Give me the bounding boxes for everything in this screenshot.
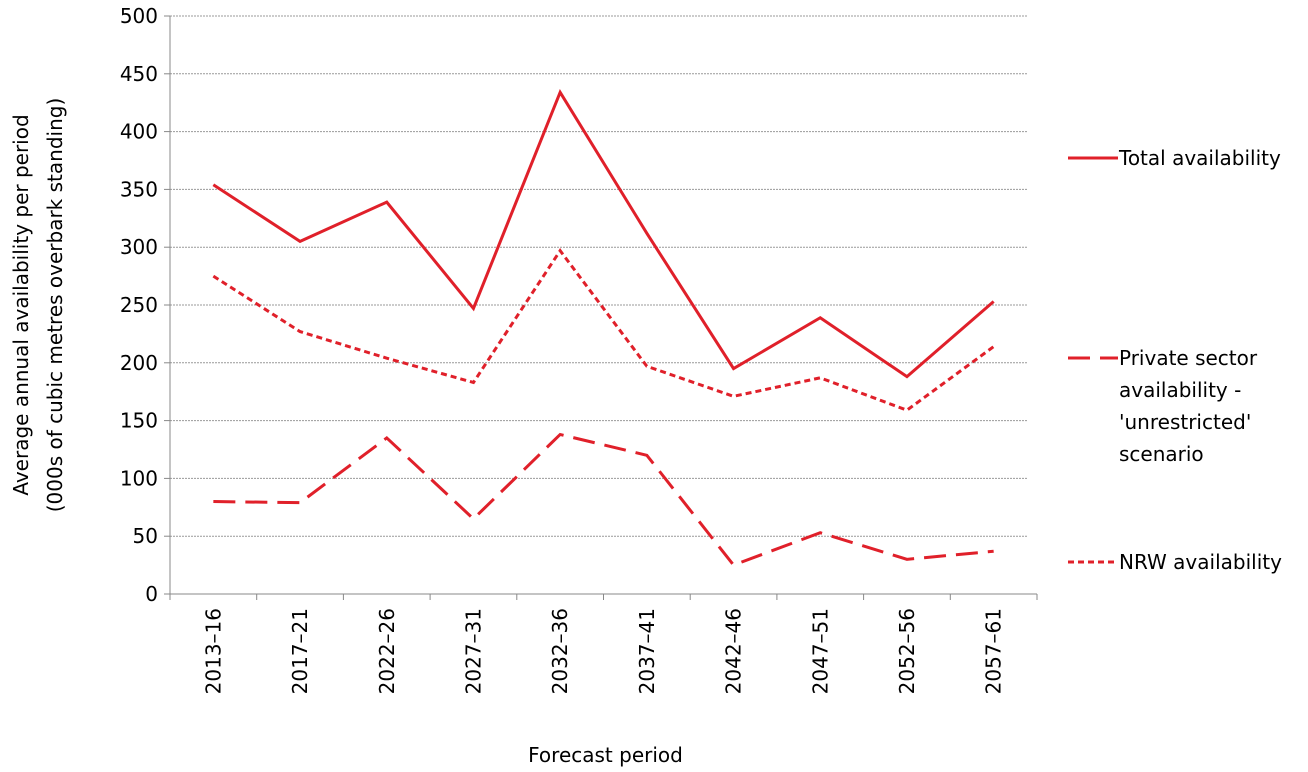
y-tick-label: 0 (145, 582, 158, 606)
series-line (212, 88, 995, 379)
x-tick-label: 2013–16 (201, 608, 225, 694)
x-tick-label: 2042–46 (722, 608, 746, 694)
legend-label: NRW availability (1119, 550, 1282, 574)
x-tick-label: 2047–51 (808, 608, 832, 694)
x-tick-label: 2057–61 (982, 608, 1006, 694)
y-axis-label: Average annual availability per period (9, 114, 33, 495)
y-tick-label: 100 (120, 466, 158, 490)
y-tick-label: 150 (120, 409, 158, 433)
series-line (212, 248, 995, 412)
y-tick-label: 200 (120, 351, 158, 375)
y-tick-label: 450 (120, 62, 158, 86)
x-tick-label: 2022–26 (375, 608, 399, 694)
legend-label: Total availability (1119, 146, 1281, 170)
x-axis-label: Forecast period (528, 743, 683, 767)
y-axis-label: (000s of cubic metres overbark standing) (43, 98, 67, 513)
y-tick-label: 500 (120, 4, 158, 28)
x-tick-label: 2017–21 (288, 608, 312, 694)
y-tick-label: 350 (120, 177, 158, 201)
x-tick-label: 2052–56 (895, 608, 919, 694)
y-tick-label: 50 (133, 524, 158, 548)
x-tick-label: 2032–36 (548, 608, 572, 694)
y-tick-label: 400 (120, 120, 158, 144)
x-tick-label: 2037–41 (635, 608, 659, 694)
y-tick-label: 250 (120, 293, 158, 317)
y-tick-label: 300 (120, 235, 158, 259)
legend-label: Private sector availability - 'unrestric… (1119, 346, 1258, 466)
x-tick-label: 2027–31 (461, 608, 485, 694)
series-line (213, 432, 994, 567)
